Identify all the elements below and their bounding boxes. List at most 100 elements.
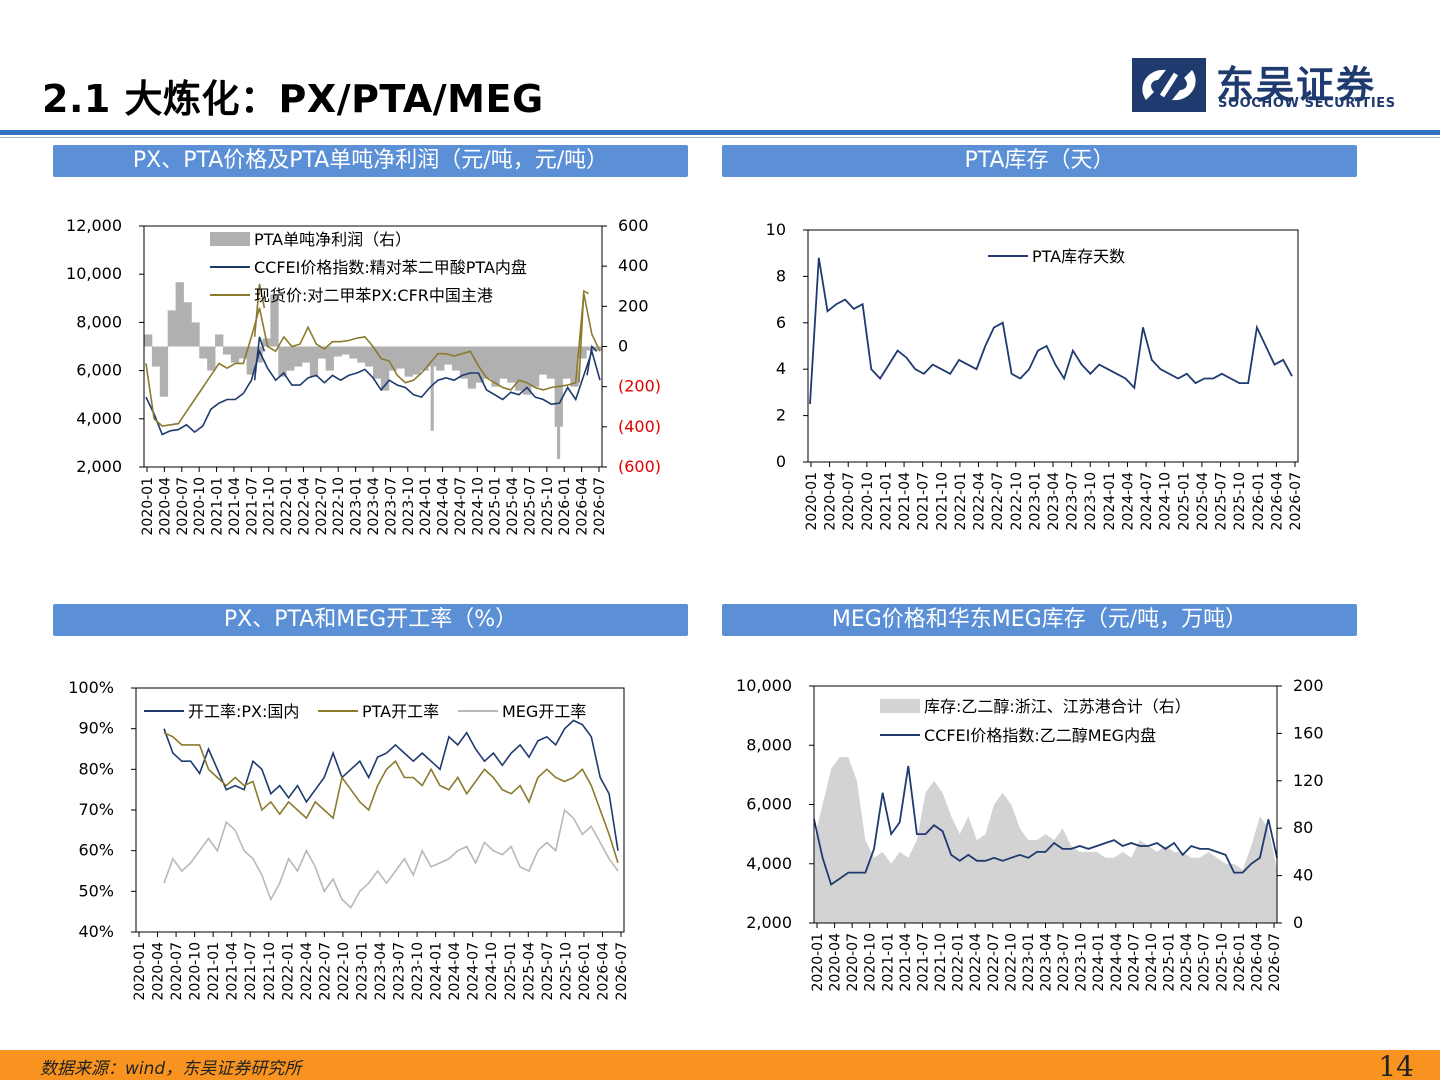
x-tick-label: 2022-10 (1009, 472, 1025, 531)
pta-price-line (145, 348, 601, 436)
pta-price-peak (586, 344, 598, 376)
px-operating-line (163, 719, 619, 851)
profit-bar (215, 334, 224, 347)
profit-bar (238, 346, 248, 359)
y-right-tick-label: 200 (618, 296, 649, 315)
profit-bar (586, 346, 595, 351)
meg-operating-line (163, 808, 619, 909)
x-tick-label: 2025-04 (505, 477, 521, 536)
x-tick-label: 2021-04 (898, 933, 914, 992)
x-tick-label: 2020-01 (132, 942, 148, 1001)
logo-cn-text: 东吴证券 (1216, 63, 1377, 107)
y-tick-label: 2,000 (76, 457, 122, 476)
profit-bar (562, 346, 571, 379)
x-tick-label: 2022-04 (972, 472, 988, 531)
px-price-line (145, 293, 601, 427)
x-tick-label: 2022-01 (951, 933, 967, 992)
x-tick-label: 2025-01 (488, 477, 504, 536)
x-tick-label: 2025-04 (521, 942, 537, 1001)
x-tick-label: 2025-04 (1179, 933, 1195, 992)
x-tick-label: 2026-07 (592, 477, 608, 536)
y-tick-label: 8,000 (76, 312, 122, 331)
x-tick-label: 2020-07 (845, 933, 861, 992)
profit-bar (349, 346, 358, 359)
profit-bar (412, 346, 421, 375)
y-tick-label: 4,000 (746, 854, 792, 873)
profit-bar (365, 346, 374, 367)
x-tick-label: 2024-07 (453, 477, 469, 536)
profit-bar (278, 346, 287, 377)
x-tick-label: 2026-01 (577, 942, 593, 1001)
x-tick-label: 2026-04 (1249, 933, 1265, 992)
profit-bar (459, 346, 469, 379)
x-tick-label: 2022-01 (279, 477, 295, 536)
profit-bar (491, 346, 500, 387)
legend-meg-inventory-label: 库存:乙二醇:浙江、江苏港合计（右） (924, 697, 1191, 716)
x-tick-label: 2021-10 (934, 472, 950, 531)
x-tick-label: 2021-01 (880, 933, 896, 992)
y-tick-label: 8,000 (746, 735, 792, 754)
profit-bar (396, 346, 405, 369)
x-tick-label: 2026-01 (1232, 933, 1248, 992)
profit-bar (436, 346, 445, 371)
y-tick-label: 70% (78, 800, 114, 819)
x-tick-label: 2023-01 (1027, 472, 1043, 531)
profit-bar (420, 346, 429, 371)
profit-bar (333, 346, 342, 357)
x-tick-label: 2023-10 (401, 477, 417, 536)
y-tick-label: 6,000 (746, 795, 792, 814)
profit-bar (444, 346, 453, 365)
y-tick-label: 12,000 (66, 216, 122, 235)
x-tick-label: 2025-01 (503, 942, 519, 1001)
profit-bar (483, 346, 492, 379)
x-tick-label: 2023-07 (1056, 933, 1072, 992)
y-right-tick-label: (400) (618, 417, 661, 436)
legend-px-label: 现货价:对二甲苯PX:CFR中国主港 (254, 286, 493, 305)
profit-bar (515, 346, 524, 391)
x-tick-label: 2020-01 (140, 477, 156, 536)
x-tick-label: 2020-10 (863, 933, 879, 992)
profit-bar (380, 346, 390, 391)
x-tick-label: 2021-01 (206, 942, 222, 1001)
x-tick-label: 2024-04 (436, 477, 452, 536)
x-tick-label: 2021-01 (210, 477, 226, 536)
x-tick-label: 2020-10 (192, 477, 208, 536)
x-tick-label: 2022-07 (990, 472, 1006, 531)
profit-bar (530, 346, 540, 387)
x-tick-label: 2025-10 (540, 477, 556, 536)
y-right-tick-label: 200 (1293, 676, 1324, 695)
chart-px-pta-price: 12,000 10,000 8,000 6,000 4,000 2,000 600 400 20… (66, 216, 661, 536)
y-right-tick-label: 0 (1293, 913, 1303, 932)
chart-operating-rate: 100%90%80%70%60%50%40%2020-01 2020-04 2020… (68, 678, 630, 1001)
x-tick-label: 2023-04 (366, 477, 382, 536)
x-tick-label: 2021-10 (933, 933, 949, 992)
x-tick-label: 2024-04 (1109, 933, 1125, 992)
profit-bar (451, 346, 461, 371)
profit-bar (475, 346, 484, 383)
profit-bar-spike (272, 294, 276, 347)
px-price-peak (253, 283, 266, 337)
x-tick-label: 2023-01 (349, 477, 365, 536)
x-tick-label: 2024-01 (1091, 933, 1107, 992)
x-tick-label: 2024-10 (470, 477, 486, 536)
x-tick-label: 2025-07 (540, 942, 556, 1001)
profit-bar (199, 346, 208, 359)
y-tick-label: 80% (78, 759, 114, 778)
profit-bar (309, 346, 319, 377)
x-tick-label: 2020-04 (157, 477, 173, 536)
y-right-tick-label: 40 (1293, 866, 1313, 885)
x-tick-label: 2021-07 (244, 477, 260, 536)
x-tick-label: 2026-01 (1251, 472, 1267, 531)
x-tick-label: 2023-10 (1074, 933, 1090, 992)
profit-bar (144, 334, 153, 347)
x-tick-label: 2021-04 (897, 472, 913, 531)
profit-bar (286, 346, 295, 371)
profit-bar (301, 346, 311, 363)
x-tick-label: 2023-04 (373, 942, 389, 1001)
top-rule-thin (0, 137, 1440, 138)
x-tick-label: 2021-04 (227, 477, 243, 536)
y-tick-label: 6 (776, 313, 786, 332)
y-right-tick-label: (200) (618, 377, 661, 396)
x-tick-label: 2024-04 (1120, 472, 1136, 531)
